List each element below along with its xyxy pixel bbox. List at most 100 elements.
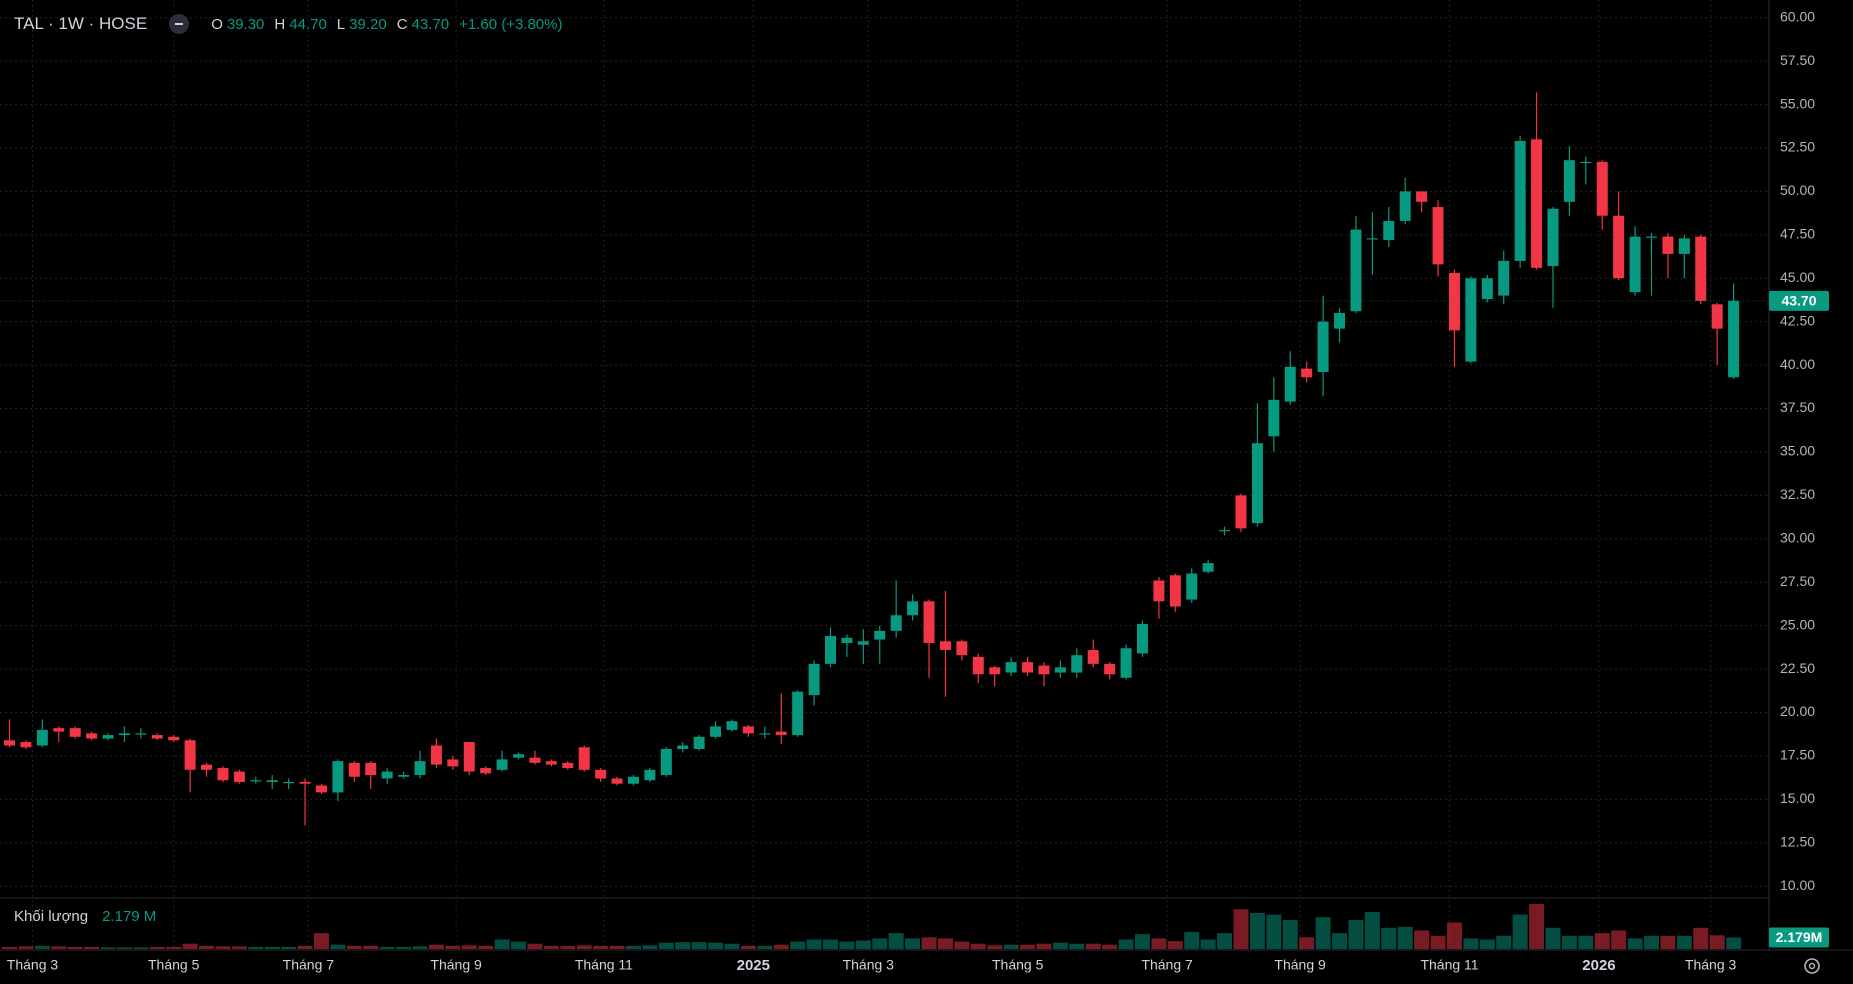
candle-body xyxy=(1547,208,1559,267)
candle-body xyxy=(1465,278,1477,362)
volume-bar xyxy=(297,945,313,949)
candle-body xyxy=(1646,236,1657,238)
volume-bar xyxy=(1545,927,1561,949)
volume-bar xyxy=(1184,932,1200,949)
volume-bar xyxy=(773,944,789,949)
volume-bar xyxy=(1200,939,1216,949)
x-tick-label: Tháng 11 xyxy=(1420,957,1478,973)
candle-body xyxy=(430,745,442,765)
volume-bar xyxy=(724,943,740,949)
candle-body xyxy=(1136,623,1148,654)
collapse-button[interactable] xyxy=(169,14,190,34)
candle-body xyxy=(53,728,65,732)
candle-body xyxy=(398,775,410,777)
candle-body xyxy=(1202,563,1214,572)
volume-bar xyxy=(199,945,215,949)
volume-bar xyxy=(67,946,83,949)
volume-bar xyxy=(1217,933,1233,949)
candle-body xyxy=(283,781,295,784)
volume-bar xyxy=(1085,943,1101,949)
candle-body xyxy=(184,740,196,770)
candle-body xyxy=(1186,573,1198,600)
candle-body xyxy=(1629,236,1641,293)
volume-bar xyxy=(1414,930,1430,949)
candle-body xyxy=(545,761,557,765)
volume-bar xyxy=(1578,935,1594,949)
settings-icon[interactable] xyxy=(1804,958,1820,974)
candle-body xyxy=(480,768,492,774)
volume-bar xyxy=(625,945,641,949)
candle-body xyxy=(792,691,804,736)
volume-bar xyxy=(790,941,806,949)
volume-bar xyxy=(905,938,921,949)
volume-bar xyxy=(1693,927,1709,949)
symbol-title[interactable]: TAL · 1W · HOSE xyxy=(14,14,148,33)
y-tick-label: 32.50 xyxy=(1780,486,1815,502)
candle-body xyxy=(1071,655,1083,673)
candle-body xyxy=(447,759,459,767)
candle-body xyxy=(201,764,213,770)
y-tick-label: 47.50 xyxy=(1780,226,1815,242)
candle-body xyxy=(841,637,853,644)
candle-body xyxy=(381,771,393,779)
volume-value: 2.179 M xyxy=(102,908,157,925)
volume-bar xyxy=(593,945,609,949)
candle-body xyxy=(939,641,951,650)
candle-body xyxy=(1104,663,1116,675)
y-tick-label: 35.00 xyxy=(1780,443,1815,459)
candle-body xyxy=(1613,215,1625,279)
volume-bar xyxy=(1397,926,1413,949)
y-tick-label: 25.00 xyxy=(1780,616,1815,632)
candle-body xyxy=(907,601,919,616)
volume-bar xyxy=(379,946,395,949)
candle-body xyxy=(20,742,32,748)
x-tick-label: Tháng 7 xyxy=(283,957,335,973)
candle-body xyxy=(1350,229,1362,312)
candle-body xyxy=(660,748,672,776)
volume-bar xyxy=(1282,919,1298,949)
volume-bar xyxy=(1594,933,1610,949)
candle-body xyxy=(775,731,787,736)
candle-body xyxy=(759,733,771,735)
candle-body xyxy=(1120,648,1132,678)
volume-bar xyxy=(1430,935,1446,949)
last-price-box xyxy=(1769,290,1829,311)
volume-bar xyxy=(494,939,510,949)
y-tick-label: 52.50 xyxy=(1780,139,1815,155)
volume-bar xyxy=(1660,935,1676,949)
volume-bar xyxy=(34,945,50,949)
volume-bar xyxy=(1446,922,1462,949)
ohlc-key: L xyxy=(336,15,346,33)
volume-bar xyxy=(970,943,986,949)
candle-body xyxy=(1301,368,1313,378)
candle-body xyxy=(1448,273,1460,331)
volume-bar xyxy=(1020,944,1036,949)
candle-body xyxy=(1514,141,1526,261)
y-tick-label: 22.50 xyxy=(1780,660,1815,676)
y-tick-label: 45.00 xyxy=(1780,269,1815,285)
y-tick-label: 60.00 xyxy=(1780,8,1815,24)
candle-body xyxy=(414,761,426,776)
candle-body xyxy=(578,747,590,770)
candle-body xyxy=(365,762,377,776)
candle-body xyxy=(315,785,327,793)
volume-bar xyxy=(855,940,871,949)
ohlc-key: C xyxy=(396,15,408,33)
candle-body xyxy=(513,754,525,758)
volume-bar xyxy=(888,933,904,949)
volume-bar xyxy=(1249,913,1265,949)
candle-body xyxy=(890,615,902,631)
volume-bar xyxy=(51,946,67,949)
candle-body xyxy=(1219,530,1231,532)
volume-bar xyxy=(1348,919,1364,949)
volume-bar xyxy=(1167,941,1183,949)
volume-bar xyxy=(133,947,149,949)
candle-body xyxy=(1054,667,1066,673)
candle-body xyxy=(1531,139,1543,268)
y-tick-label: 42.50 xyxy=(1780,312,1815,328)
volume-bar xyxy=(18,946,34,949)
volume-bar xyxy=(1364,911,1380,949)
volume-bar xyxy=(2,946,17,949)
candle-body xyxy=(1596,161,1608,216)
candle-body xyxy=(742,726,754,734)
